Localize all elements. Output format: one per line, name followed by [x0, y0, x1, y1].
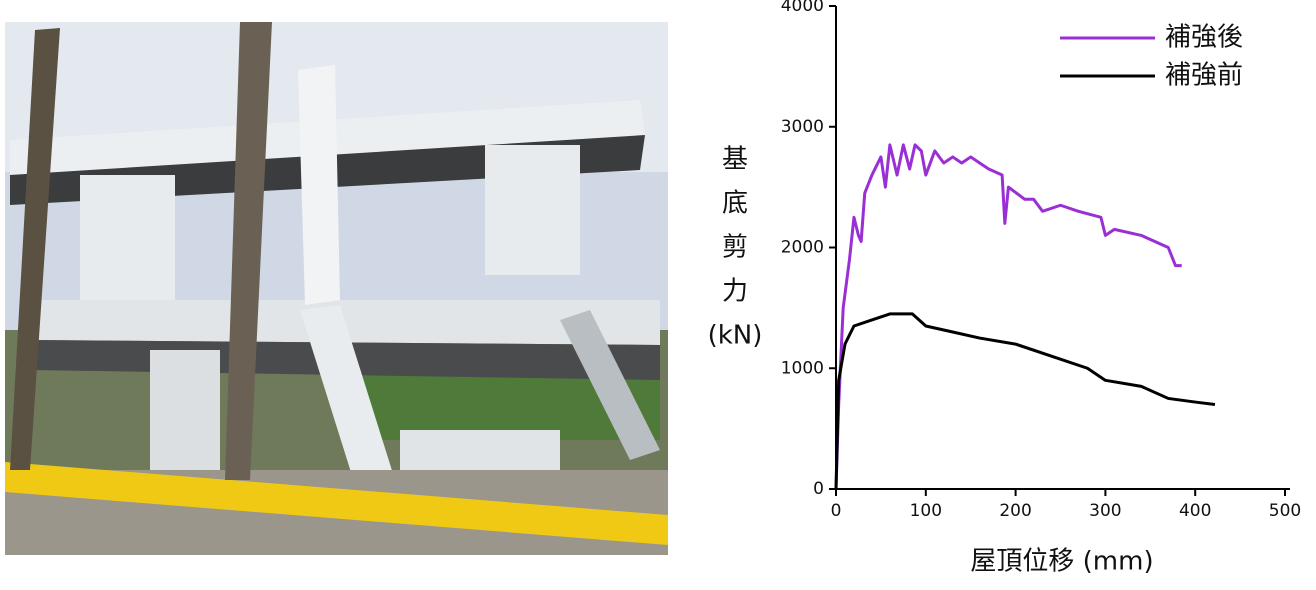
y-tick-label: 4000 — [781, 0, 824, 16]
y-tick-label: 1000 — [781, 358, 824, 378]
x-tick-label: 300 — [1089, 501, 1121, 521]
photo — [5, 22, 668, 555]
x-tick-label: 100 — [910, 501, 942, 521]
x-tick-label: 400 — [1179, 501, 1211, 521]
data-line — [834, 312, 1216, 490]
x-tick-label: 500 — [1269, 501, 1301, 521]
legend-label: 補強後 — [1165, 23, 1243, 53]
y-tick-label: 2000 — [781, 238, 824, 258]
y-axis-label: (kN) — [708, 321, 763, 351]
y-tick-label: 0 — [813, 479, 824, 499]
x-tick-label: 200 — [999, 501, 1031, 521]
y-axis-label: 基 — [722, 145, 748, 175]
y-axis-label: 底 — [722, 189, 748, 219]
x-tick-label: 0 — [831, 501, 842, 521]
legend-label: 補強前 — [1165, 61, 1243, 91]
x-axis-label: 屋頂位移 (mm) — [970, 547, 1153, 577]
y-tick-label: 3000 — [781, 117, 824, 137]
data-line — [834, 143, 1182, 490]
y-axis-label: 力 — [722, 277, 748, 307]
y-axis-label: 剪 — [722, 233, 748, 263]
